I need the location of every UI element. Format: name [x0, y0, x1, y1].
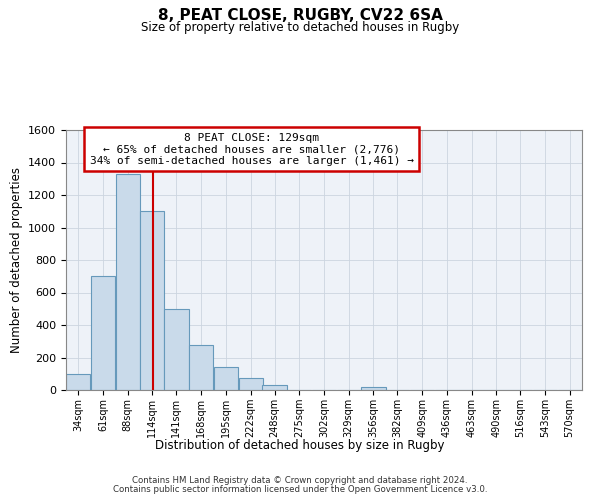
Bar [361, 387, 386, 390]
Text: Contains HM Land Registry data © Crown copyright and database right 2024.: Contains HM Land Registry data © Crown c… [132, 476, 468, 485]
Text: 8, PEAT CLOSE, RUGBY, CV22 6SA: 8, PEAT CLOSE, RUGBY, CV22 6SA [158, 8, 442, 22]
Y-axis label: Number of detached properties: Number of detached properties [10, 167, 23, 353]
Text: Contains public sector information licensed under the Open Government Licence v3: Contains public sector information licen… [113, 485, 487, 494]
Bar [164, 308, 188, 390]
Text: 8 PEAT CLOSE: 129sqm
← 65% of detached houses are smaller (2,776)
34% of semi-de: 8 PEAT CLOSE: 129sqm ← 65% of detached h… [90, 132, 414, 166]
Bar [91, 276, 115, 390]
Bar [239, 378, 263, 390]
Bar [189, 344, 214, 390]
Bar [262, 385, 287, 390]
Bar [214, 367, 238, 390]
Text: Distribution of detached houses by size in Rugby: Distribution of detached houses by size … [155, 440, 445, 452]
Bar [66, 374, 91, 390]
Text: Size of property relative to detached houses in Rugby: Size of property relative to detached ho… [141, 21, 459, 34]
Bar [140, 211, 164, 390]
Bar [116, 174, 140, 390]
